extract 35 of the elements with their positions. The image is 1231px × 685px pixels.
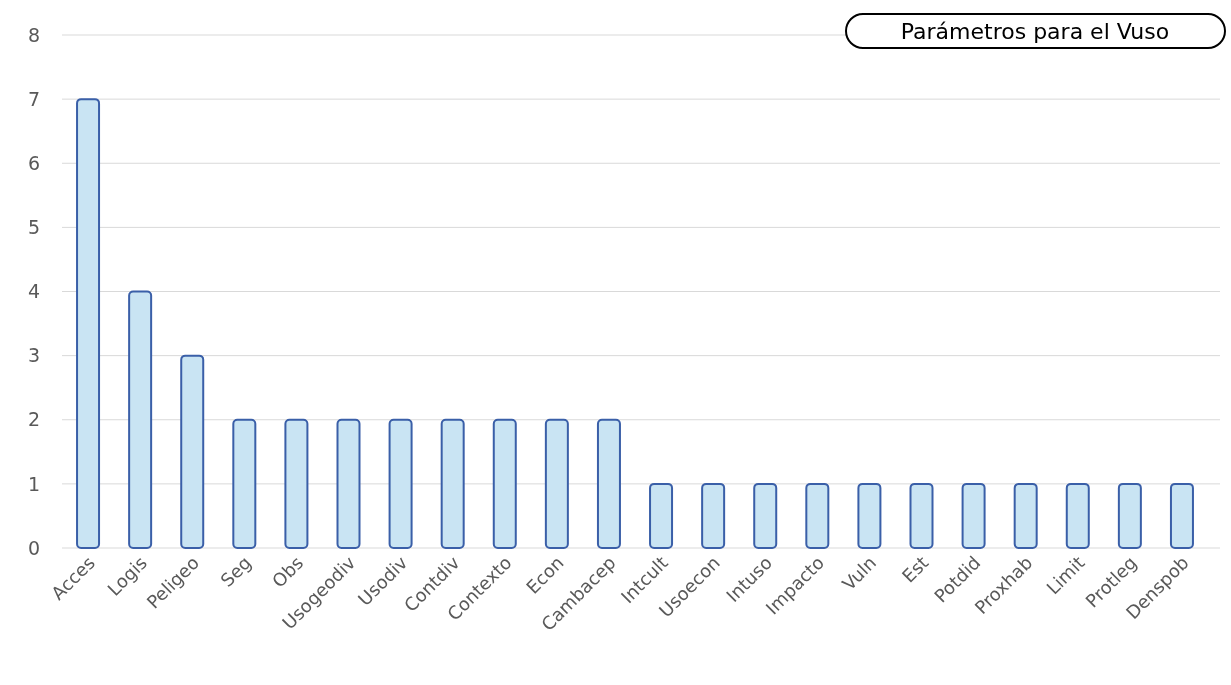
bar [857, 482, 882, 549]
bar [649, 482, 674, 549]
bar [1013, 482, 1038, 549]
y-tick-label: 1 [27, 472, 40, 495]
x-tick-label: Est [897, 551, 933, 587]
y-tick-label: 8 [27, 23, 40, 46]
bar [961, 482, 986, 549]
bar [284, 418, 309, 549]
bar [544, 418, 569, 549]
y-tick-label: 6 [27, 151, 40, 174]
bar [336, 418, 361, 549]
y-tick-label: 7 [27, 87, 40, 110]
bar [388, 418, 413, 549]
bar [440, 418, 465, 549]
y-tick-label: 2 [27, 408, 40, 431]
bar [180, 354, 205, 549]
y-tick-label: 3 [27, 344, 40, 367]
y-tick-label: 4 [27, 280, 40, 303]
bar [492, 418, 517, 549]
y-tick-label: 5 [27, 216, 40, 239]
bar [701, 482, 726, 549]
bar [232, 418, 257, 549]
chart-title: Parámetros para el Vuso [900, 18, 1170, 44]
bar [596, 418, 621, 549]
bar [76, 98, 101, 549]
x-tick-label: Vuln [837, 551, 881, 595]
bar [1065, 482, 1090, 549]
bar [909, 482, 934, 549]
bar [128, 290, 153, 549]
x-tick-label: Seg [216, 551, 256, 591]
y-tick-label: 0 [27, 536, 40, 559]
bar [1169, 482, 1194, 549]
bar [805, 482, 830, 549]
bar [753, 482, 778, 549]
bar [1117, 482, 1142, 549]
